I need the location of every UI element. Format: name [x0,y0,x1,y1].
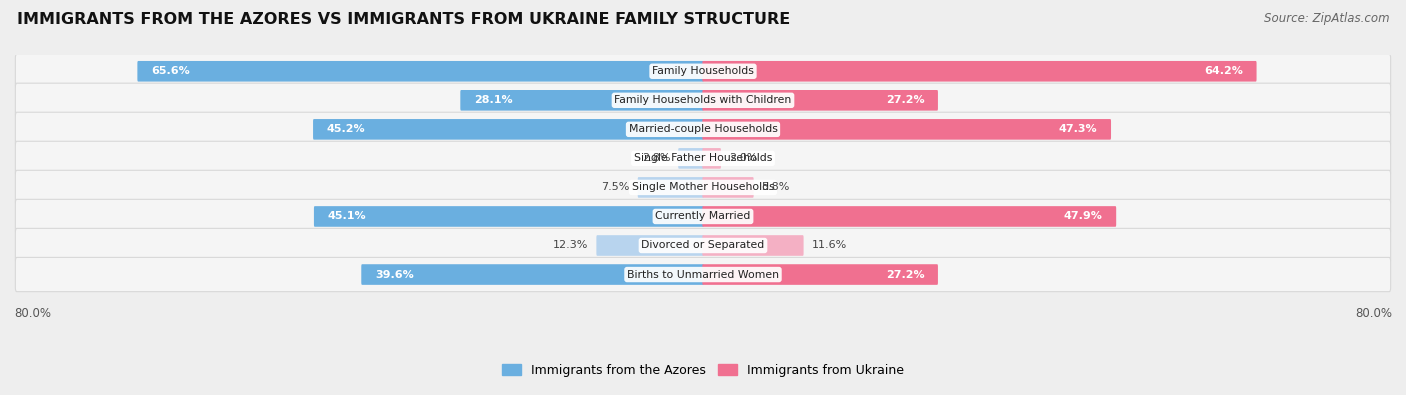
FancyBboxPatch shape [314,119,703,140]
FancyBboxPatch shape [314,206,703,227]
Legend: Immigrants from the Azores, Immigrants from Ukraine: Immigrants from the Azores, Immigrants f… [502,364,904,377]
Text: 27.2%: 27.2% [886,95,924,105]
Text: 2.0%: 2.0% [728,153,758,164]
Text: 11.6%: 11.6% [811,241,846,250]
FancyBboxPatch shape [703,61,1257,82]
Text: 65.6%: 65.6% [150,66,190,76]
FancyBboxPatch shape [15,83,1391,117]
Text: 47.3%: 47.3% [1059,124,1098,134]
Text: 64.2%: 64.2% [1204,66,1243,76]
Text: 80.0%: 80.0% [14,307,51,320]
FancyBboxPatch shape [15,199,1391,233]
FancyBboxPatch shape [361,264,703,285]
FancyBboxPatch shape [703,264,938,285]
Text: 39.6%: 39.6% [375,269,413,280]
Text: 12.3%: 12.3% [553,241,589,250]
Text: Family Households: Family Households [652,66,754,76]
Text: IMMIGRANTS FROM THE AZORES VS IMMIGRANTS FROM UKRAINE FAMILY STRUCTURE: IMMIGRANTS FROM THE AZORES VS IMMIGRANTS… [17,12,790,27]
FancyBboxPatch shape [15,228,1391,263]
Text: Single Father Households: Single Father Households [634,153,772,164]
Text: 27.2%: 27.2% [886,269,924,280]
FancyBboxPatch shape [15,170,1391,205]
FancyBboxPatch shape [703,177,754,198]
Text: Source: ZipAtlas.com: Source: ZipAtlas.com [1264,12,1389,25]
FancyBboxPatch shape [703,148,721,169]
Text: Family Households with Children: Family Households with Children [614,95,792,105]
Text: 28.1%: 28.1% [474,95,513,105]
FancyBboxPatch shape [703,206,1116,227]
FancyBboxPatch shape [703,235,804,256]
FancyBboxPatch shape [460,90,703,111]
Text: 5.8%: 5.8% [762,182,790,192]
Text: 2.8%: 2.8% [641,153,671,164]
FancyBboxPatch shape [596,235,703,256]
FancyBboxPatch shape [638,177,703,198]
FancyBboxPatch shape [703,119,1111,140]
Text: Divorced or Separated: Divorced or Separated [641,241,765,250]
FancyBboxPatch shape [15,112,1391,147]
Text: 80.0%: 80.0% [1355,307,1392,320]
Text: 47.9%: 47.9% [1064,211,1102,222]
Text: Births to Unmarried Women: Births to Unmarried Women [627,269,779,280]
FancyBboxPatch shape [138,61,703,82]
Text: 7.5%: 7.5% [602,182,630,192]
Text: 45.2%: 45.2% [326,124,366,134]
FancyBboxPatch shape [15,258,1391,292]
Text: Single Mother Households: Single Mother Households [631,182,775,192]
Text: 45.1%: 45.1% [328,211,366,222]
FancyBboxPatch shape [15,141,1391,175]
FancyBboxPatch shape [678,148,703,169]
FancyBboxPatch shape [703,90,938,111]
FancyBboxPatch shape [15,54,1391,88]
Text: Married-couple Households: Married-couple Households [628,124,778,134]
Text: Currently Married: Currently Married [655,211,751,222]
